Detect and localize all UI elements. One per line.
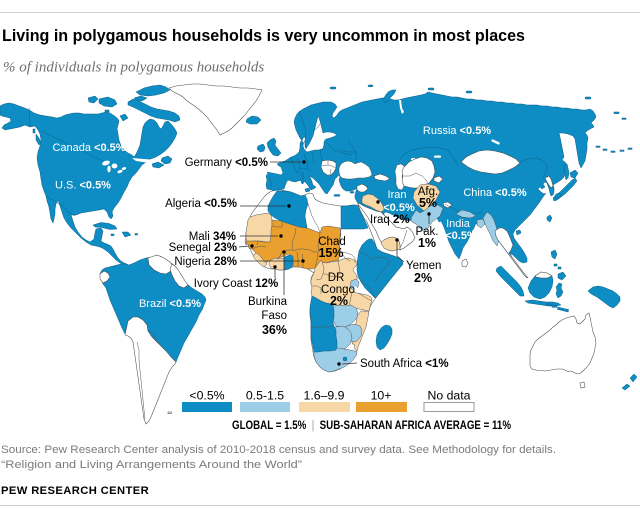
svg-text:2%: 2% [330, 294, 348, 308]
svg-text:Chad: Chad [318, 236, 346, 248]
svg-text:Congo: Congo [321, 284, 355, 296]
svg-text:Algeria <0.5%: Algeria <0.5% [165, 198, 237, 210]
svg-text:Ivory Coast 12%: Ivory Coast 12% [194, 278, 278, 290]
svg-text:Yemen: Yemen [406, 260, 441, 272]
svg-text:GLOBAL = 1.5% | SUB-SAHARAN: GLOBAL = 1.5% | SUB-SAHARAN AFRICA AVERA… [232, 420, 511, 432]
svg-text:10+: 10+ [371, 389, 392, 403]
svg-text:PEW RESEARCH CENTER: PEW RESEARCH CENTER [1, 485, 149, 497]
svg-text:15%: 15% [318, 246, 343, 260]
svg-text:Faso: Faso [261, 310, 287, 322]
svg-text:Afg.: Afg. [418, 186, 438, 198]
svg-text:1%: 1% [418, 236, 436, 250]
svg-text:Pak.: Pak. [415, 226, 438, 238]
svg-text:China <0.5%: China <0.5% [463, 187, 527, 199]
svg-text:Iraq 2%: Iraq 2% [370, 214, 410, 226]
svg-text:DR: DR [328, 272, 345, 284]
svg-text:2%: 2% [414, 271, 432, 285]
svg-text:Brazil <0.5%: Brazil <0.5% [139, 298, 201, 310]
svg-text:% of individuals in polygamous: % of individuals in polygamous household… [3, 60, 264, 76]
svg-text:“Religion and Living Arrangeme: “Religion and Living Arrangements Around… [1, 459, 302, 471]
svg-text:Source: Pew Research Center an: Source: Pew Research Center analysis of … [1, 444, 556, 456]
svg-text:Senegal 23%: Senegal 23% [169, 242, 237, 254]
svg-text:U.S. <0.5%: U.S. <0.5% [55, 180, 111, 192]
svg-text:South Africa <1%: South Africa <1% [360, 358, 449, 370]
svg-text:Russia <0.5%: Russia <0.5% [423, 125, 491, 137]
svg-text:<0.5%: <0.5% [445, 230, 477, 242]
svg-text:5%: 5% [419, 196, 437, 210]
svg-text:Living in polygamous household: Living in polygamous households is very … [2, 27, 525, 45]
svg-text:1.6–9.9: 1.6–9.9 [303, 389, 344, 403]
svg-text:Nigeria 28%: Nigeria 28% [174, 256, 237, 268]
svg-text:Iran: Iran [388, 189, 407, 201]
svg-text:Germany <0.5%: Germany <0.5% [185, 157, 268, 169]
svg-text:Canada <0.5%: Canada <0.5% [52, 142, 125, 154]
svg-text:India: India [446, 218, 471, 230]
svg-text:0.5-1.5: 0.5-1.5 [246, 389, 284, 403]
svg-text:<0.5%: <0.5% [189, 389, 224, 403]
svg-text:36%: 36% [262, 323, 287, 337]
svg-text:Mali 34%: Mali 34% [189, 231, 236, 243]
svg-text:No data: No data [427, 389, 470, 403]
svg-text:Burkina: Burkina [248, 296, 288, 308]
svg-text:<0.5%: <0.5% [383, 202, 415, 214]
